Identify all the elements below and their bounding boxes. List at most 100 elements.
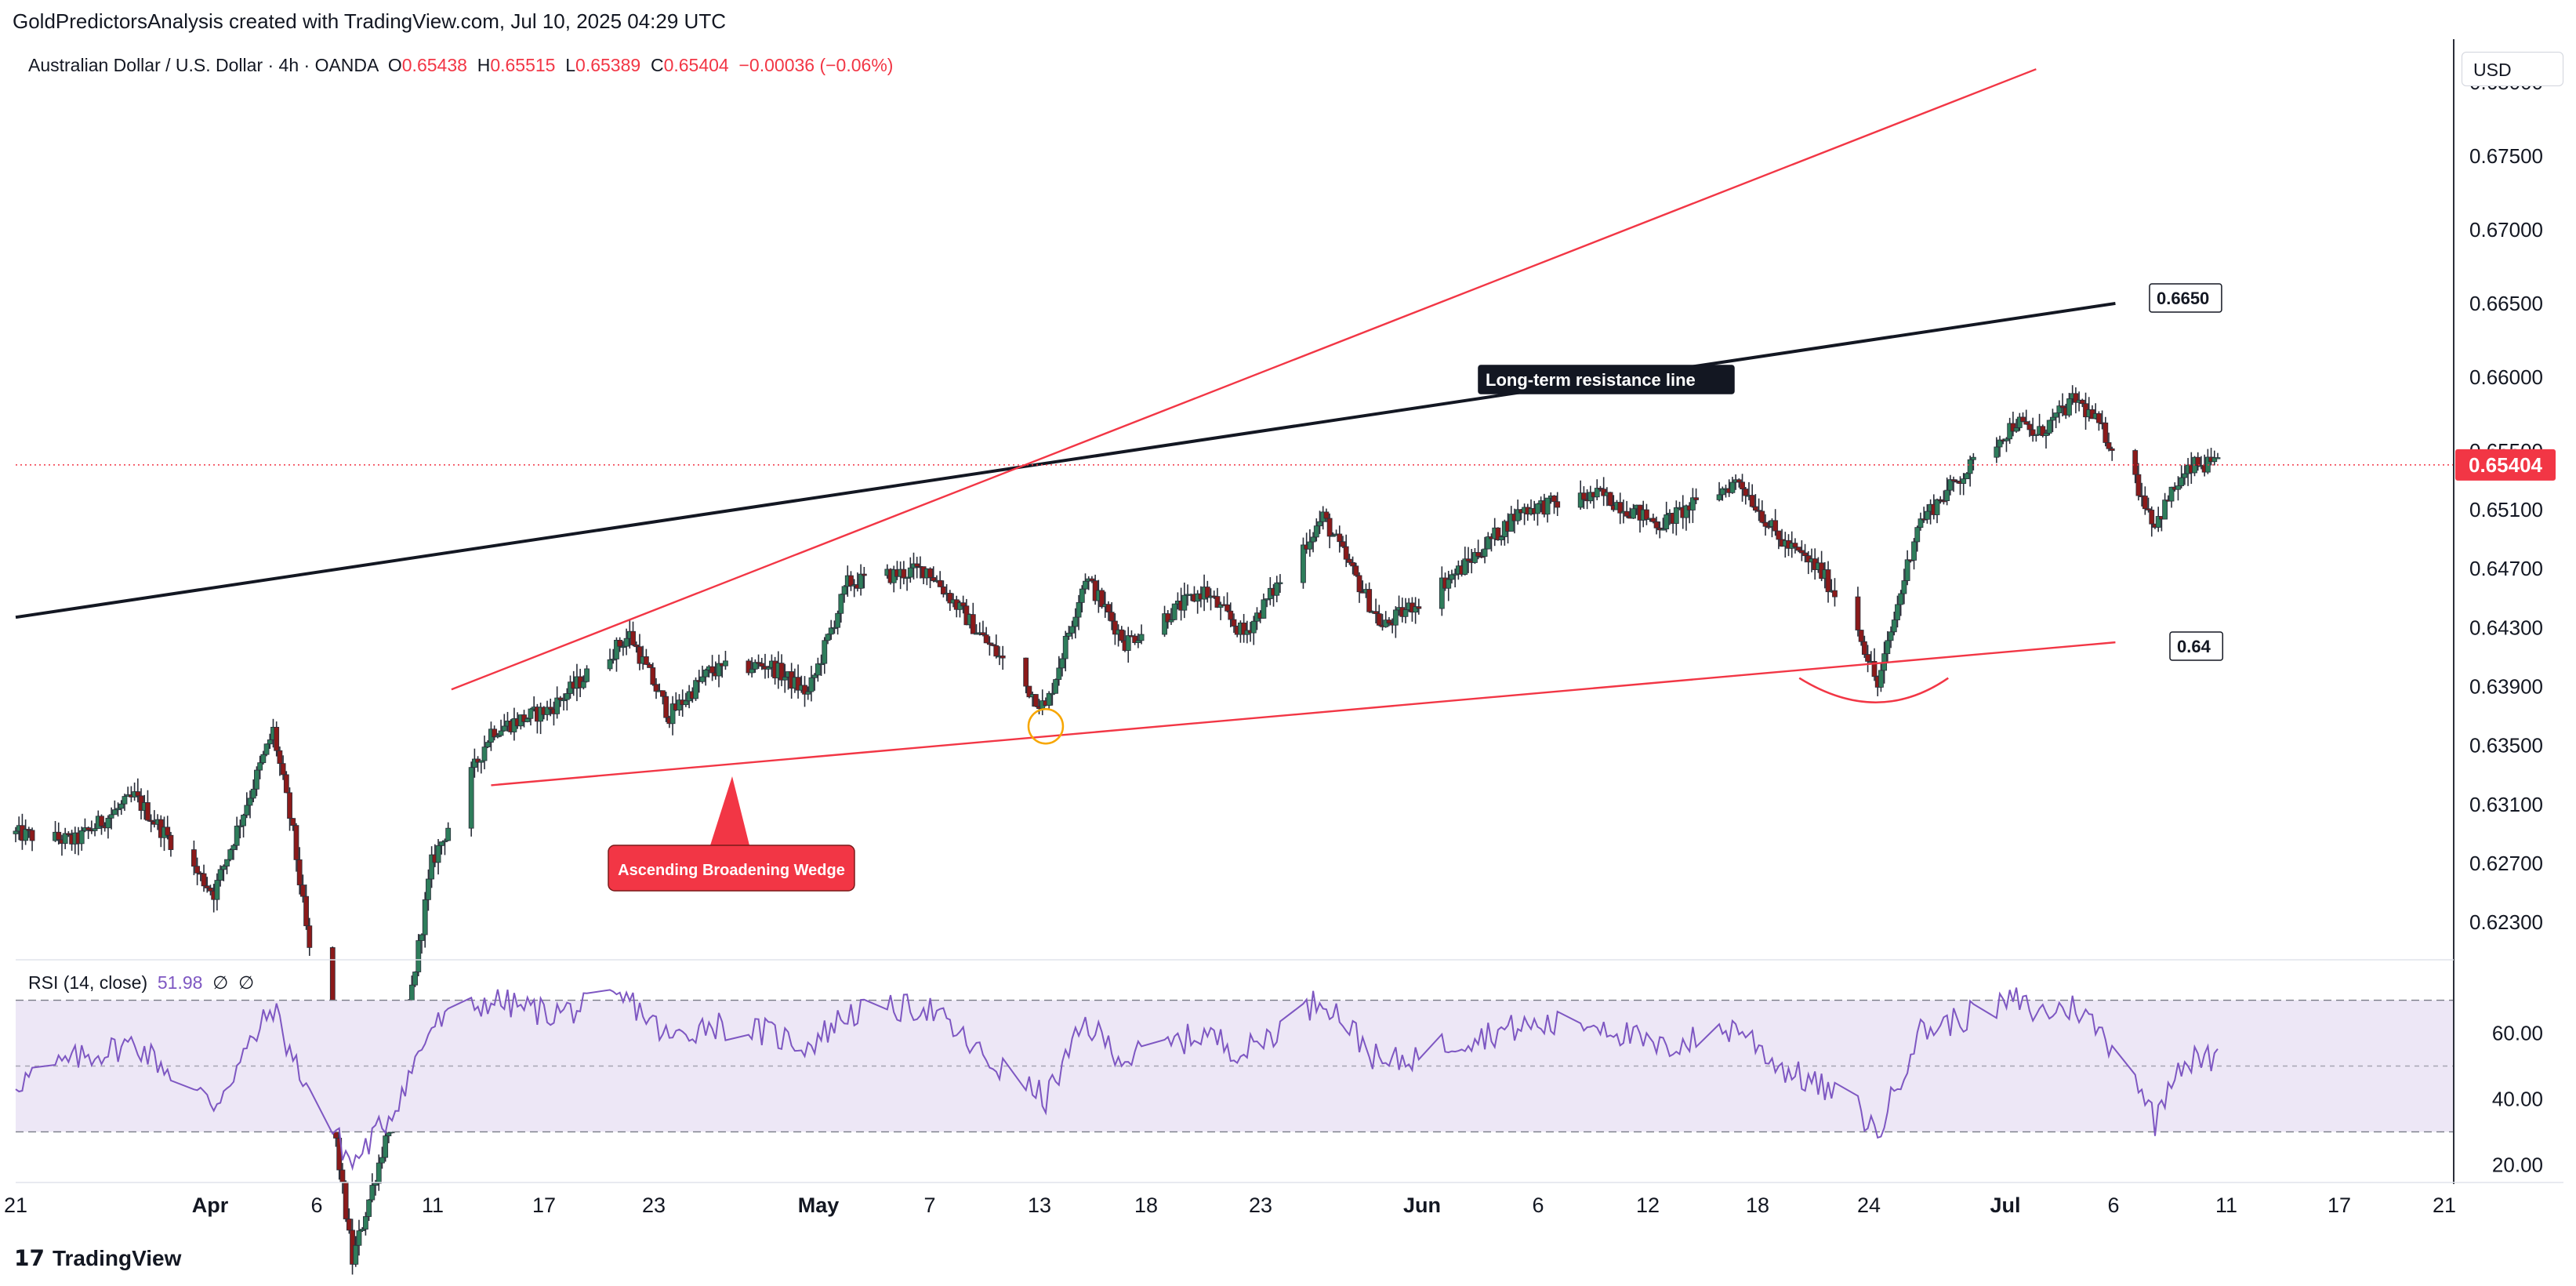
candle [811,673,818,691]
candle [1250,616,1257,645]
candle [637,634,643,670]
candle-body [1941,500,1947,503]
candle-body [366,1199,372,1217]
price-tick-label: 0.65100 [2469,498,2543,521]
candle-body [118,803,125,809]
candle-body [1617,502,1624,514]
candle [1472,547,1478,565]
candle-body [1994,446,2000,458]
support-value-label-box [2169,631,2224,661]
candle-body [445,827,452,841]
candle [92,823,98,837]
candle [293,823,299,872]
open-value: 0.65438 [401,55,467,75]
candle-body [927,568,933,578]
candle-body [1898,593,1904,605]
candle-body [290,818,296,826]
candle [1673,500,1679,536]
candle [366,1199,372,1221]
candle [274,721,280,757]
candle-body [1446,579,1452,589]
candle-body [194,866,201,874]
candle-body [1858,630,1864,642]
candle-body [1366,589,1373,612]
candle [1439,566,1445,616]
candle [2026,420,2033,438]
candle [481,736,488,770]
candle-body [752,662,758,670]
candle-body [2004,438,2009,441]
candle [478,760,484,774]
candle-body [1056,667,1062,680]
candle [2004,437,2009,452]
candle [468,761,474,837]
candle-body [2155,516,2161,528]
candle [2215,452,2221,460]
candle [709,655,716,681]
candle [2103,416,2109,447]
candle [151,810,158,828]
candle [148,814,154,833]
candle-body [610,659,616,661]
candle [2179,465,2185,489]
candle [290,818,296,831]
candle [2043,429,2049,449]
candle [1346,554,1352,565]
candle-body [307,925,313,948]
candle [614,637,619,672]
candle [746,659,752,676]
candle [561,693,567,711]
candle [993,634,1000,659]
candle [1135,633,1141,648]
candle [438,841,444,855]
candle [660,690,666,705]
candle-body [554,697,561,714]
candle-body [1749,495,1755,507]
tradingview-footer[interactable]: 𝟭𝟳 TradingView [14,1245,181,1271]
time-tick-label: 12 [1636,1193,1660,1217]
currency-selector[interactable]: USD [2462,52,2563,86]
rsi-legend[interactable]: RSI (14, close) 51.98 ∅ ∅ [28,972,254,994]
candle [1911,538,1917,570]
candle [280,755,286,780]
trendlines[interactable] [15,68,2116,786]
candle-body [1079,588,1085,603]
candle-body [247,797,253,806]
candle-body [907,567,913,578]
candle-body [1373,611,1379,615]
candle [260,750,267,765]
candle [1171,603,1177,621]
candle-body [442,840,448,843]
candle-body [2106,442,2112,449]
candle-body [663,696,669,718]
candle-body [1967,459,1973,474]
candle-body [1241,622,1247,635]
rsi-title: RSI (14, close) [28,972,148,993]
candle-body [1888,631,1894,641]
candle-body [1250,620,1257,634]
candle [1660,518,1666,531]
candle [557,696,564,707]
candle [1072,608,1079,639]
candle-body [1228,610,1234,620]
candle [1544,497,1551,523]
candle [1350,556,1356,575]
candle-body [1961,478,1967,484]
candle-body [1066,632,1072,637]
candle-body [2103,422,2109,443]
candle [1112,613,1118,645]
candle [858,564,864,596]
candle-body [2033,434,2039,436]
candle [1452,569,1458,588]
candle [1947,474,1954,496]
candle-body [993,645,1000,657]
candle [267,733,273,749]
candle-body [1392,609,1399,626]
candle-body [835,612,841,628]
candle [554,686,561,719]
symbol-legend[interactable]: Australian Dollar / U.S. Dollar · 4h · O… [28,55,893,76]
candle-body [637,646,643,664]
candle-body [901,569,907,579]
